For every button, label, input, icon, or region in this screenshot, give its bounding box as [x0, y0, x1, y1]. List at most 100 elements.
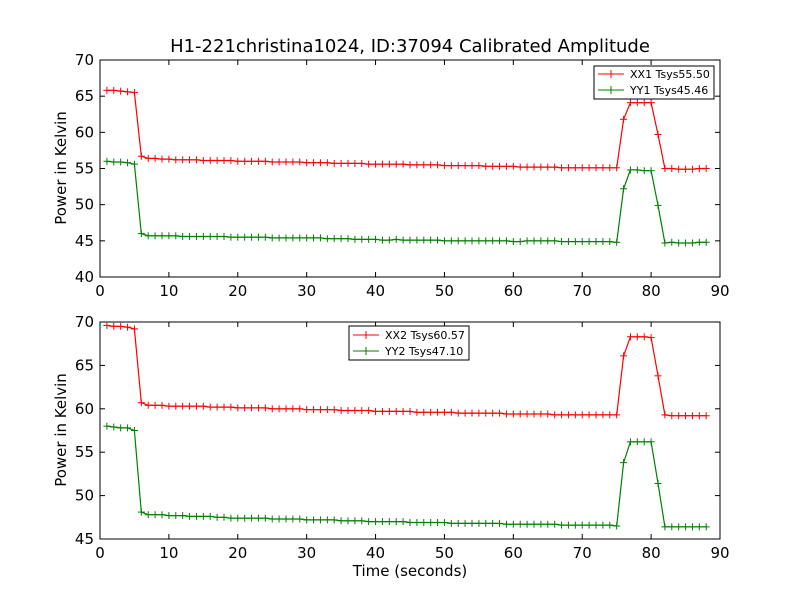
- top-chart-panel: 0 10 20 30 40 50 60 70 80 90 40 45 50 55 60 65 70 Power…: [52, 51, 730, 300]
- top-series-0-point: [537, 163, 545, 171]
- bottom-series-0-point: [468, 409, 476, 417]
- top-series-1-point: [661, 239, 669, 247]
- bottom-series-0-point: [186, 402, 194, 410]
- top-series-0-point: [558, 164, 566, 172]
- top-series-1-point: [130, 160, 138, 168]
- bottom-series-1-point: [420, 519, 428, 527]
- top-series-0-point: [434, 161, 442, 169]
- bottom-series-0-point: [268, 405, 276, 413]
- top-series-1-point: [392, 235, 400, 243]
- bottom-series-1-point: [454, 519, 462, 527]
- top-series-1-point: [599, 238, 607, 246]
- top-series-0-point: [482, 162, 490, 170]
- top-series-0-point: [151, 154, 159, 162]
- bottom-y-axis-label: Power in Kelvin: [52, 373, 70, 487]
- top-series-1-point: [261, 233, 269, 241]
- bottom-series-1-point: [592, 521, 600, 529]
- top-series-1-point: [530, 237, 538, 245]
- bottom-series-0-point: [372, 407, 380, 415]
- top-series-1-point: [564, 238, 572, 246]
- top-series-1-point: [124, 159, 132, 167]
- bottom-series-0-point: [613, 411, 621, 419]
- bottom-x-axis-label: Time (seconds): [352, 562, 468, 580]
- bottom-series-1-point: [496, 519, 504, 527]
- top-series-0-point: [654, 131, 662, 139]
- bottom-series-1-point: [702, 523, 710, 531]
- top-series-1-point: [137, 230, 145, 238]
- top-series-1-point: [633, 166, 641, 174]
- bottom-series-1-point: [509, 520, 517, 528]
- bottom-series-0-point: [241, 404, 249, 412]
- bottom-chart-panel: 0 10 20 30 40 50 60 70 80 90 45 50 55 60 65 70 Power i…: [52, 313, 730, 580]
- bottom-series-1-point: [695, 523, 703, 531]
- top-series-1-point: [351, 235, 359, 243]
- top-series-0-point: [530, 163, 538, 171]
- bottom-series-1-point: [626, 438, 634, 446]
- top-series-1-point: [688, 239, 696, 247]
- top-series-0-point: [110, 86, 118, 94]
- top-series-1-point: [647, 167, 655, 175]
- bottom-series-0-point: [227, 403, 235, 411]
- bottom-series-1-point: [130, 427, 138, 434]
- top-x-tick-label: 80: [642, 282, 661, 300]
- bottom-x-tick-label: 40: [366, 544, 385, 562]
- top-series-0-point: [365, 160, 373, 168]
- bottom-series-1-point: [682, 523, 690, 531]
- bottom-series-1-point: [427, 519, 435, 527]
- top-series-0-point: [192, 156, 200, 164]
- top-y-tick-label: 65: [75, 87, 94, 105]
- bottom-series-1-point: [289, 515, 297, 523]
- top-series-0-point: [599, 164, 607, 172]
- bottom-series-0-point: [172, 402, 180, 410]
- top-series-0-point: [606, 164, 614, 172]
- bottom-series-1-point: [137, 508, 145, 516]
- top-series-0-point: [124, 88, 132, 96]
- top-series-0-point: [592, 164, 600, 172]
- bottom-series-0-point: [151, 401, 159, 409]
- top-series-0-point: [282, 158, 290, 166]
- bottom-series-0-point: [344, 407, 352, 415]
- figure-title: H1-221christina1024, ID:37094 Calibrated…: [170, 36, 650, 57]
- bottom-series-0-point: [275, 405, 283, 413]
- bottom-series-0-point: [220, 403, 228, 411]
- top-y-ticks: 40 45 50 55 60 65 70: [75, 51, 720, 286]
- bottom-series-0-point: [427, 408, 435, 416]
- bottom-x-tick-label: 30: [297, 544, 316, 562]
- top-series-0-point: [496, 162, 504, 170]
- top-series-0-point: [323, 159, 331, 167]
- bottom-series-1-point: [530, 520, 538, 528]
- bottom-series-1-point: [351, 517, 359, 525]
- top-series-1-point: [640, 167, 648, 175]
- top-series-1-point: [282, 234, 290, 242]
- bottom-series-1-point: [385, 518, 393, 526]
- bottom-series-1-point: [117, 424, 125, 432]
- bottom-series-1-point: [537, 520, 545, 528]
- top-series-0-point: [144, 154, 152, 162]
- top-series-0-point: [647, 99, 655, 107]
- bottom-series-0-point: [130, 325, 138, 333]
- top-series-1-point: [186, 232, 194, 240]
- bottom-series-0-point: [365, 407, 373, 415]
- top-series-1-point: [158, 232, 166, 240]
- bottom-series-0-point: [378, 407, 386, 415]
- bottom-series-1-point: [633, 438, 641, 446]
- bottom-series-1-point: [261, 514, 269, 522]
- bottom-series-0-point: [158, 401, 166, 409]
- top-x-tick-label: 40: [366, 282, 385, 300]
- bottom-series-0-point: [261, 404, 269, 412]
- bottom-series-0-point: [688, 412, 696, 420]
- bottom-series-0-point: [316, 406, 324, 414]
- bottom-series-1-point: [234, 514, 242, 522]
- top-series-0-point: [130, 89, 138, 97]
- top-x-tick-label: 70: [573, 282, 592, 300]
- top-series-group: [103, 86, 710, 247]
- top-y-tick-label: 60: [75, 123, 94, 141]
- top-series-1-point: [330, 235, 338, 243]
- top-series-0-point: [179, 156, 187, 164]
- bottom-series-0-point: [620, 352, 628, 360]
- bottom-series-0-point: [289, 405, 297, 413]
- bottom-series-1-point: [661, 523, 669, 531]
- bottom-series-0-point: [110, 322, 118, 330]
- top-series-0-point: [206, 157, 214, 165]
- top-series-1-point: [496, 237, 504, 245]
